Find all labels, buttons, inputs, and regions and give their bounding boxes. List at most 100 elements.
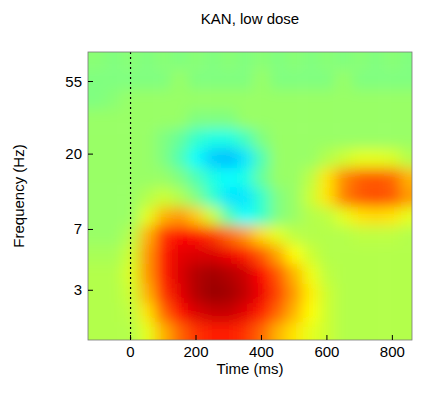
cell	[139, 69, 156, 89]
cell	[384, 206, 401, 225]
cell	[171, 69, 188, 89]
cell	[384, 109, 401, 129]
cell	[286, 283, 303, 303]
cell	[188, 52, 205, 70]
cell	[221, 109, 238, 129]
cell	[351, 244, 368, 264]
cell	[253, 52, 270, 70]
cell	[139, 168, 156, 188]
cell	[88, 244, 106, 264]
cell	[106, 168, 123, 188]
cell	[319, 128, 336, 148]
cell	[401, 187, 412, 207]
cell	[204, 322, 221, 340]
cell	[237, 148, 254, 168]
cell	[171, 128, 188, 148]
cell	[335, 168, 352, 188]
cell	[188, 128, 205, 148]
cell	[171, 283, 188, 303]
cell	[155, 322, 172, 340]
cell	[204, 148, 221, 168]
cell	[368, 128, 385, 148]
cell	[88, 69, 106, 89]
cell	[384, 283, 401, 303]
cell	[204, 283, 221, 303]
cell	[270, 206, 287, 225]
title: KAN, low dose	[201, 10, 299, 27]
cell	[155, 303, 172, 323]
cell	[401, 303, 412, 323]
cell	[188, 109, 205, 129]
cell	[384, 89, 401, 109]
cell	[221, 148, 238, 168]
x-tick-label: 0	[126, 343, 134, 360]
cell	[335, 206, 352, 225]
cell	[351, 52, 368, 70]
cell	[368, 283, 385, 303]
cell	[155, 128, 172, 148]
cell	[204, 263, 221, 283]
cell	[237, 244, 254, 264]
cell	[139, 263, 156, 283]
cell	[139, 52, 156, 70]
cell	[188, 187, 205, 207]
cell	[351, 263, 368, 283]
cell	[139, 148, 156, 168]
cell	[221, 303, 238, 323]
cell	[286, 263, 303, 283]
cell	[368, 148, 385, 168]
cell	[139, 244, 156, 264]
cell	[270, 52, 287, 70]
cell	[237, 168, 254, 188]
cell	[139, 322, 156, 340]
cell	[237, 283, 254, 303]
cell	[221, 187, 238, 207]
cell	[335, 244, 352, 264]
cell	[351, 148, 368, 168]
cell	[319, 69, 336, 89]
cell	[319, 244, 336, 264]
cell	[368, 187, 385, 207]
cell	[319, 52, 336, 70]
cell	[88, 303, 106, 323]
cell	[237, 52, 254, 70]
cell	[253, 206, 270, 225]
cell	[221, 244, 238, 264]
cell	[253, 148, 270, 168]
cell	[106, 109, 123, 129]
cell	[384, 168, 401, 188]
cell	[270, 69, 287, 89]
cell	[286, 109, 303, 129]
cell	[221, 168, 238, 188]
cell	[319, 109, 336, 129]
cell	[286, 244, 303, 264]
cell	[188, 69, 205, 89]
cell	[237, 128, 254, 148]
cell	[253, 225, 270, 245]
cell	[253, 283, 270, 303]
cell	[384, 322, 401, 340]
cell	[270, 244, 287, 264]
cell	[286, 89, 303, 109]
cell	[335, 89, 352, 109]
cell	[253, 168, 270, 188]
cell	[270, 109, 287, 129]
cell	[237, 263, 254, 283]
cell	[171, 225, 188, 245]
cell	[335, 225, 352, 245]
cell	[319, 206, 336, 225]
cell	[155, 206, 172, 225]
cell	[401, 52, 412, 70]
cell	[351, 206, 368, 225]
cell	[286, 148, 303, 168]
cell	[302, 128, 319, 148]
cell	[270, 322, 287, 340]
cell	[106, 52, 123, 70]
cell	[384, 148, 401, 168]
frame	[88, 52, 412, 340]
cell	[171, 148, 188, 168]
cell	[253, 244, 270, 264]
cell	[286, 187, 303, 207]
cell	[368, 52, 385, 70]
cell	[319, 283, 336, 303]
